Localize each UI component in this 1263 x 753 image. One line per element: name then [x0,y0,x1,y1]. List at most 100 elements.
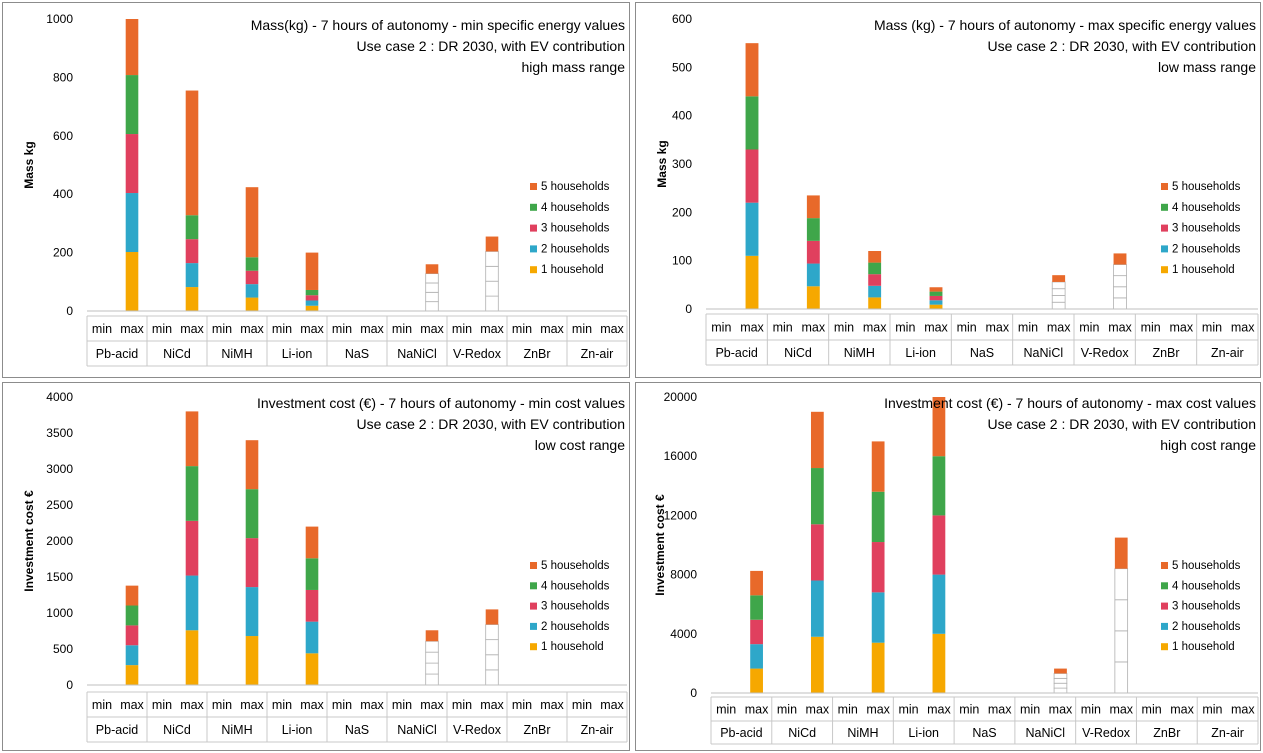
bar-segment-3-households [245,538,259,588]
x-group-label: ZnBr [523,723,550,737]
bar-segment-1-household [929,304,943,309]
bar-segment-5-households [871,441,885,492]
x-subcategory-label: min [512,322,532,336]
legend-label: 1 household [541,641,604,653]
x-group-label: NaNiCl [1024,346,1064,360]
x-group-label: NaNiCl [397,723,437,737]
x-group-label: NiCd [163,347,191,361]
bar-segment-2-households [125,193,139,253]
bar-segment-2-households [1114,630,1129,663]
legend-label: 3 households [541,223,610,235]
x-group-label: V-Redox [453,723,502,737]
bar-segment-2-households [245,587,259,637]
x-subcategory-label: max [480,698,504,712]
x-subcategory-label: min [895,321,915,335]
y-tick-label: 3500 [46,426,73,440]
x-group-label: NiMH [221,347,252,361]
bar-segment-1-household [185,287,199,311]
y-tick-label: 8000 [670,568,697,582]
x-subcategory-label: min [452,322,472,336]
x-group-label: NiCd [163,723,191,737]
x-subcategory-label: max [120,698,144,712]
y-tick-label: 1000 [46,12,73,26]
x-subcategory-label: min [572,698,592,712]
y-tick-label: 0 [66,304,73,318]
bar-segment-5-households [485,236,499,252]
y-tick-label: 600 [53,129,73,143]
legend-swatch [530,643,537,651]
bar-segment-2-households [485,280,499,297]
bar-segment-1-household [485,295,499,312]
legend-label: 4 households [541,202,610,214]
y-tick-label: 500 [672,60,692,74]
x-subcategory-label: min [957,321,977,335]
bar-segment-4-households [125,75,139,135]
x-group-label: ZnBr [523,347,550,361]
bar-segment-1-household [185,630,199,685]
chart-svg: 0 4000 8000 12000 16000 20000 Investment cost … [653,390,1259,745]
legend-label: 1 household [1172,264,1235,276]
x-subcategory-label: min [332,698,352,712]
legend-label: 3 households [1172,601,1241,613]
x-subcategory-label: max [1170,321,1194,335]
x-subcategory-label: max [866,703,890,717]
x-subcategory-label: min [777,703,797,717]
x-subcategory-label: min [1018,321,1038,335]
y-tick-label: 20000 [664,390,698,404]
bar-segment-4-households [806,218,820,241]
x-subcategory-label: max [420,698,444,712]
bar-segment-2-households [485,654,499,671]
bar-segment-4-households [485,251,499,267]
x-group-label: V-Redox [1082,726,1131,740]
bar-segment-1-household [1114,661,1129,694]
y-tick-label: 600 [672,12,692,26]
bar-segment-4-households [1113,264,1127,277]
bar-segment-5-households [185,411,199,467]
x-group-label: NaS [345,723,369,737]
x-group-label: NaNiCl [1025,726,1065,740]
bar-segment-2-households [305,621,319,654]
x-subcategory-label: min [392,698,412,712]
legend-label: 1 household [541,264,604,276]
x-subcategory-label: max [802,321,826,335]
chart-panel-cost-max: 0 4000 8000 12000 16000 20000 Investment cost … [635,382,1261,751]
y-tick-label: 2000 [46,534,73,548]
x-subcategory-label: min [1081,703,1101,717]
bar-segment-3-households [806,240,820,264]
x-subcategory-label: max [240,322,264,336]
x-subcategory-label: max [240,698,264,712]
x-subcategory-label: min [898,703,918,717]
chart-title: Investment cost (€) - 7 hours of autonom… [884,395,1256,411]
bar-segment-4-households [1053,673,1068,679]
bar-segment-2-households [425,662,439,675]
bar-segment-5-households [245,187,259,258]
x-subcategory-label: max [600,698,624,712]
x-subcategory-label: min [716,703,736,717]
bar-segment-5-households [1052,275,1066,282]
x-group-label: Li-ion [905,346,936,360]
y-tick-label: 3000 [46,462,73,476]
y-tick-label: 4000 [46,390,73,404]
bar-segment-4-households [425,640,439,653]
bar-segment-4-households [485,624,499,641]
bar-segment-1-household [245,636,259,685]
x-subcategory-label: max [1049,703,1073,717]
y-tick-label: 1500 [46,570,73,584]
chart-subtitle: Use case 2 : DR 2030, with EV contributi… [988,416,1256,432]
legend-swatch [530,582,537,590]
x-group-label: NiMH [221,723,252,737]
y-axis-label: Investment cost € [653,494,667,596]
bar-segment-4-households [871,491,885,543]
x-subcategory-label: max [180,322,204,336]
legend-swatch [1161,183,1168,190]
legend-swatch [1161,203,1168,211]
bar-segment-5-households [125,585,139,606]
bar-segment-1-household [745,255,759,309]
y-tick-label: 400 [53,187,73,201]
x-subcategory-label: min [272,698,292,712]
legend-swatch [1161,602,1168,610]
bar-segment-5-households [929,287,943,292]
bar-segment-1-household [1053,687,1068,694]
legend-label: 5 households [541,181,610,193]
